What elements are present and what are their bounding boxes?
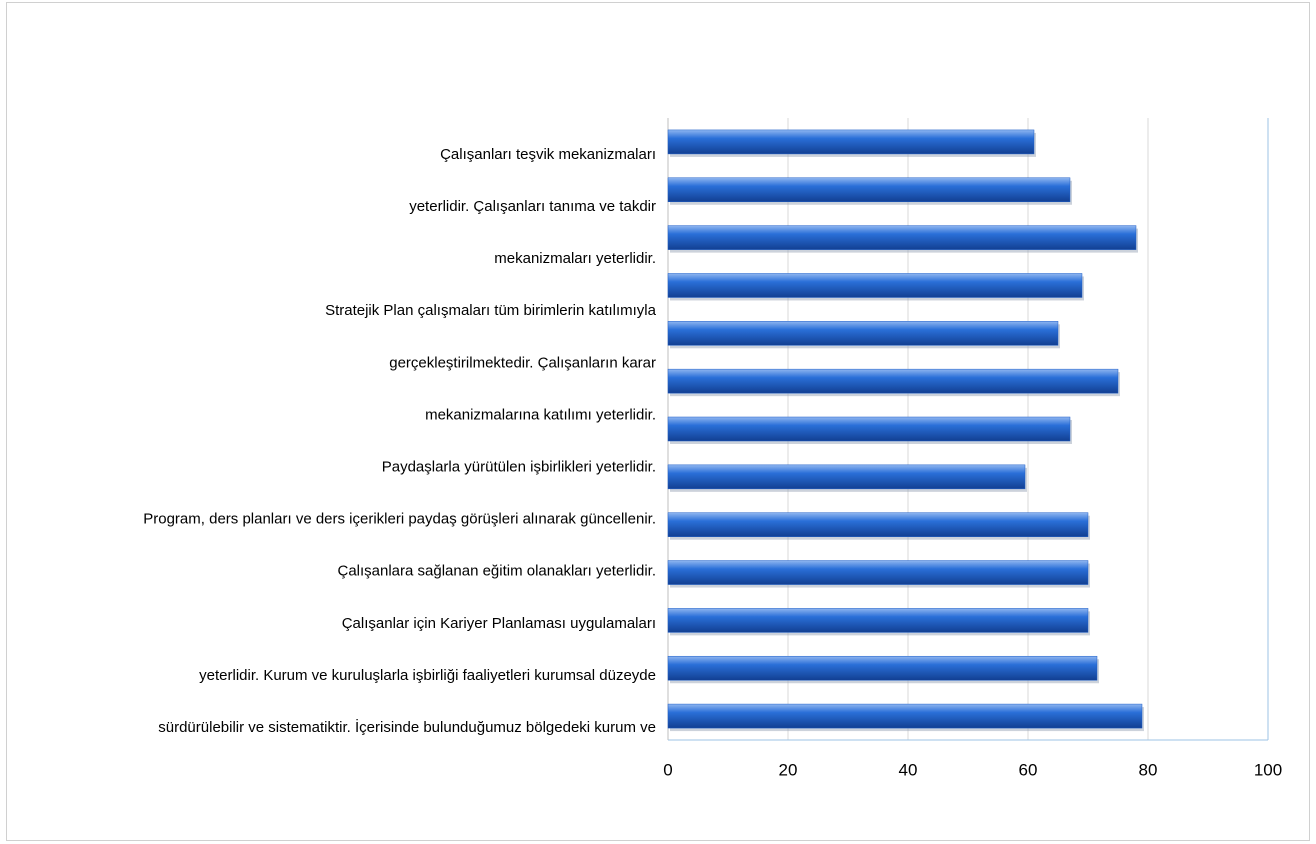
x-tick-label: 60 bbox=[1019, 760, 1038, 779]
bar bbox=[667, 416, 1071, 442]
y-tick-label: gerçekleştirilmektedir. Çalışanların kar… bbox=[389, 354, 656, 371]
bar bbox=[667, 560, 1089, 585]
x-tick-label: 20 bbox=[779, 760, 798, 779]
bar bbox=[667, 273, 1083, 298]
bar bbox=[667, 225, 1137, 250]
y-tick-label: Paydaşlarla yürütülen işbirlikleri yeter… bbox=[382, 459, 656, 476]
y-tick-label: yeterlidir. Kurum ve kuruluşlarla işbirl… bbox=[199, 667, 656, 684]
x-tick-label: 100 bbox=[1254, 760, 1282, 779]
y-tick-label: Çalışanlara sağlanan eğitim olanakları y… bbox=[337, 563, 656, 580]
y-tick-label: mekanizmalarına katılımı yeterlidir. bbox=[425, 406, 656, 423]
bar bbox=[667, 655, 1098, 681]
y-tick-label: Çalışanlar için Kariyer Planlaması uygul… bbox=[342, 615, 656, 632]
y-tick-label: Program, ders planları ve ders içerikler… bbox=[143, 511, 656, 528]
y-tick-label: mekanizmaları yeterlidir. bbox=[494, 250, 656, 267]
x-tick-label: 40 bbox=[899, 760, 918, 779]
bar bbox=[667, 703, 1143, 729]
bar bbox=[667, 368, 1119, 394]
y-tick-label: sürdürülebilir ve sistematiktir. İçerisi… bbox=[158, 718, 656, 736]
chart-frame bbox=[6, 2, 1310, 841]
x-tick-label: 80 bbox=[1139, 760, 1158, 779]
bar bbox=[667, 129, 1035, 155]
y-tick-label: Stratejik Plan çalışmaları tüm birimleri… bbox=[325, 302, 657, 319]
bar bbox=[667, 512, 1089, 537]
bar bbox=[667, 321, 1059, 346]
y-tick-label: yeterlidir. Çalışanları tanıma ve takdir bbox=[409, 198, 656, 215]
bar bbox=[667, 464, 1026, 490]
x-tick-label: 0 bbox=[663, 760, 672, 779]
y-tick-label: Çalışanları teşvik mekanizmaları bbox=[440, 146, 656, 163]
bar bbox=[667, 177, 1071, 203]
bar bbox=[667, 608, 1089, 633]
